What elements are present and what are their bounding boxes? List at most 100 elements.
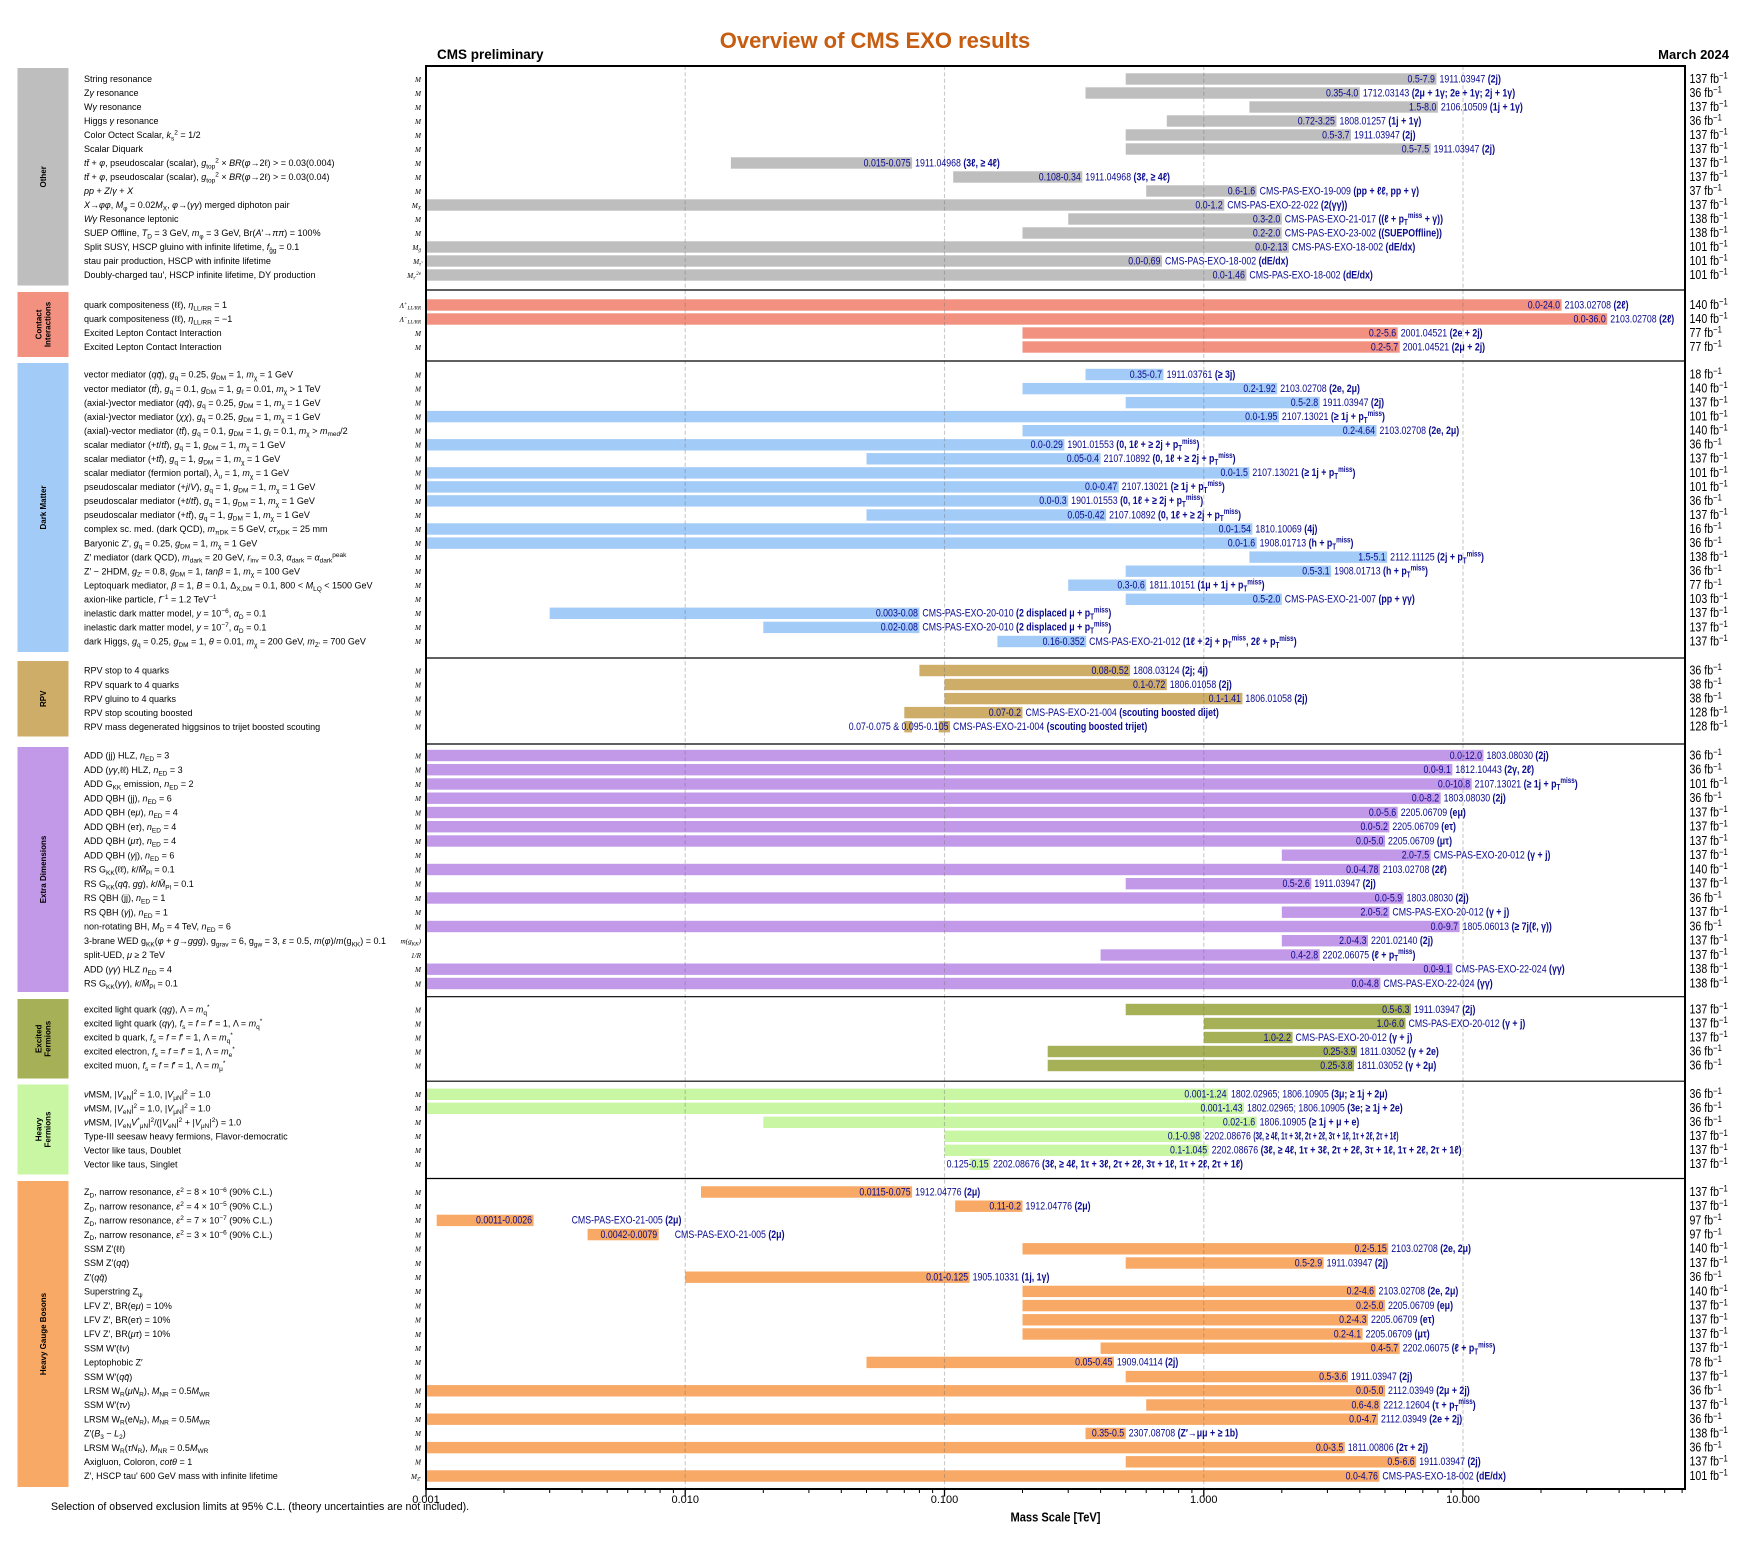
svg-text:ADD GKK emission, nED = 2: ADD GKK emission, nED = 2 <box>84 779 194 791</box>
svg-text:2112.03949 (2e + 2j): 2112.03949 (2e + 2j) <box>1381 1414 1462 1426</box>
svg-text:νMSM, |VeNV*μN|2/(|VeN|2 + |Vμ: νMSM, |VeNV*μN|2/(|VeN|2 + |VμN|2) = 1.0 <box>84 1117 241 1130</box>
svg-text:MZ′: MZ′ <box>410 1473 422 1483</box>
svg-text:Heavy Gauge Bosons: Heavy Gauge Bosons <box>39 1292 48 1375</box>
svg-text:ADD (γγ) HLZ nED = 4: ADD (γγ) HLZ nED = 4 <box>84 965 172 977</box>
svg-text:M: M <box>414 1388 422 1396</box>
svg-text:CMS-PAS-EXO-18-002 (dE/dx): CMS-PAS-EXO-18-002 (dE/dx) <box>1165 255 1288 267</box>
svg-text:101 fb−1: 101 fb−1 <box>1690 252 1729 268</box>
svg-text:SUEP Offline, TD = 3 GeV, mφ =: SUEP Offline, TD = 3 GeV, mφ = 3 GeV, Br… <box>84 228 321 240</box>
svg-text:M: M <box>414 1105 422 1113</box>
svg-text:CMS-PAS-EXO-21-004 (scouting b: CMS-PAS-EXO-21-004 (scouting boosted dij… <box>1026 707 1219 719</box>
svg-text:1811.00806 (2τ + 2j): 1811.00806 (2τ + 2j) <box>1348 1442 1428 1454</box>
svg-text:138 fb−1: 138 fb−1 <box>1690 1424 1729 1440</box>
svg-text:Axigluon, Coloron, cotθ = 1: Axigluon, Coloron, cotθ = 1 <box>84 1457 192 1467</box>
svg-text:CMS-PAS-EXO-20-010 (2 displace: CMS-PAS-EXO-20-010 (2 displaced μ + pTmi… <box>922 620 1111 636</box>
svg-text:M: M <box>414 980 422 988</box>
svg-text:140 fb−1: 140 fb−1 <box>1690 861 1729 877</box>
svg-text:scalar mediator (fermion porta: scalar mediator (fermion portal), λu = 1… <box>84 468 289 480</box>
svg-text:2.0-4.3: 2.0-4.3 <box>1339 935 1367 947</box>
svg-text:1912.04776 (2μ): 1912.04776 (2μ) <box>915 1186 980 1198</box>
svg-text:2205.06709 (μτ): 2205.06709 (μτ) <box>1366 1328 1430 1340</box>
svg-text:excited b quark, fs = f = f′ =: excited b quark, fs = f = f′ = 1, Λ = mq… <box>84 1032 233 1045</box>
svg-text:M: M <box>414 413 422 421</box>
svg-text:M: M <box>414 709 422 717</box>
svg-text:Color Octect Scalar, ks2 = 1/2: Color Octect Scalar, ks2 = 1/2 <box>84 130 201 143</box>
svg-text:101 fb−1: 101 fb−1 <box>1690 1467 1729 1483</box>
svg-text:0.5-6.3: 0.5-6.3 <box>1382 1004 1410 1016</box>
svg-text:1911.03947 (2j): 1911.03947 (2j) <box>1354 129 1415 141</box>
svg-text:0.5-2.9: 0.5-2.9 <box>1295 1257 1323 1269</box>
svg-text:ZD, narrow resonance, ε2 = 7 ×: ZD, narrow resonance, ε2 = 7 × 10−7 (90%… <box>84 1215 272 1228</box>
svg-text:RPV stop to 4 quarks: RPV stop to 4 quarks <box>84 666 170 676</box>
svg-text:LFV Z′, BR(eτ) = 10%: LFV Z′, BR(eτ) = 10% <box>84 1315 170 1325</box>
svg-text:1911.03947 (2j): 1911.03947 (2j) <box>1434 143 1495 155</box>
svg-text:0.0-1.2: 0.0-1.2 <box>1195 199 1223 211</box>
svg-text:1803.08030 (2j): 1803.08030 (2j) <box>1487 750 1549 762</box>
svg-text:2205.06709 (eτ): 2205.06709 (eτ) <box>1371 1314 1435 1326</box>
svg-text:137 fb−1: 137 fb−1 <box>1690 1197 1729 1213</box>
svg-text:M: M <box>414 526 422 534</box>
svg-text:1911.03947 (2j): 1911.03947 (2j) <box>1439 73 1500 85</box>
svg-text:M: M <box>414 428 422 436</box>
svg-text:LRSM WR(τNR), MNR = 0.5MWR: LRSM WR(τNR), MNR = 0.5MWR <box>84 1443 209 1455</box>
svg-text:0.100: 0.100 <box>931 1494 959 1506</box>
svg-text:1911.03947 (2j): 1911.03947 (2j) <box>1323 397 1384 409</box>
svg-text:2112.03949 (2μ + 2j): 2112.03949 (2μ + 2j) <box>1388 1385 1470 1397</box>
svg-text:M: M <box>414 1091 422 1099</box>
svg-text:CMS-PAS-EXO-20-012 (γ + j): CMS-PAS-EXO-20-012 (γ + j) <box>1408 1018 1525 1030</box>
svg-text:1806.01058 (2j): 1806.01058 (2j) <box>1245 693 1307 705</box>
svg-text:128 fb−1: 128 fb−1 <box>1690 704 1729 720</box>
svg-text:0.25-3.9: 0.25-3.9 <box>1323 1046 1356 1058</box>
svg-text:M: M <box>414 809 422 817</box>
svg-text:0.2-5.15: 0.2-5.15 <box>1355 1243 1388 1255</box>
svg-text:Interactions: Interactions <box>44 301 53 347</box>
svg-text:1808.01257 (1j + 1γ): 1808.01257 (1j + 1γ) <box>1339 115 1421 127</box>
svg-text:M: M <box>414 1288 422 1296</box>
svg-text:March 2024: March 2024 <box>1658 47 1730 62</box>
svg-text:138 fb−1: 138 fb−1 <box>1690 548 1729 564</box>
svg-text:M: M <box>414 895 422 903</box>
svg-text:0.3-0.6: 0.3-0.6 <box>1117 580 1145 592</box>
svg-text:101 fb−1: 101 fb−1 <box>1690 478 1729 494</box>
svg-text:0.05-0.45: 0.05-0.45 <box>1075 1357 1113 1369</box>
svg-text:0.0011-0.0026: 0.0011-0.0026 <box>476 1215 532 1227</box>
svg-text:M: M <box>414 1359 422 1367</box>
svg-text:137 fb−1: 137 fb−1 <box>1690 1297 1729 1313</box>
svg-text:138 fb−1: 138 fb−1 <box>1690 224 1729 240</box>
svg-text:Mg̃: Mg̃ <box>411 244 422 254</box>
svg-text:axion-like particle, f−1 = 1.2: axion-like particle, f−1 = 1.2 TeV−1 <box>84 594 217 604</box>
svg-text:(axial-)vector mediator (χχ),: (axial-)vector mediator (χχ), gq = 0.25,… <box>84 412 320 424</box>
svg-text:M: M <box>414 1020 422 1028</box>
svg-text:0.0-9.1: 0.0-9.1 <box>1423 764 1451 776</box>
svg-text:M: M <box>414 456 422 464</box>
svg-text:137 fb−1: 137 fb−1 <box>1690 1141 1729 1157</box>
svg-text:0.05-0.42: 0.05-0.42 <box>1067 509 1105 521</box>
svg-text:2202.06075 (ℓ + pTmiss): 2202.06075 (ℓ + pTmiss) <box>1403 1341 1496 1357</box>
svg-text:0.0-0.69: 0.0-0.69 <box>1128 255 1161 267</box>
svg-text:2205.06709 (eμ): 2205.06709 (eμ) <box>1388 1300 1453 1312</box>
svg-text:0.2-4.64: 0.2-4.64 <box>1343 425 1376 437</box>
svg-text:3-brane WED gKK(φ + g→ggg), gg: 3-brane WED gKK(φ + g→ggg), ggrav = 6, g… <box>84 936 386 948</box>
svg-text:0.0-5.6: 0.0-5.6 <box>1369 807 1397 819</box>
svg-text:Mass Scale [TeV]: Mass Scale [TeV] <box>1010 1510 1100 1525</box>
svg-text:1911.03761 (≥ 3j): 1911.03761 (≥ 3j) <box>1167 369 1236 381</box>
svg-text:0.0-8.2: 0.0-8.2 <box>1412 793 1440 805</box>
svg-text:0.0-4.78: 0.0-4.78 <box>1346 864 1379 876</box>
svg-text:137 fb−1: 137 fb−1 <box>1690 168 1729 184</box>
svg-text:CMS-PAS-EXO-21-012 (1ℓ + 2j +: CMS-PAS-EXO-21-012 (1ℓ + 2j + pTmiss, 2ℓ… <box>1089 634 1296 650</box>
svg-text:Leptoquark mediator, β = 1, B: Leptoquark mediator, β = 1, B = 0.1, ΔX,… <box>84 581 373 593</box>
svg-text:137 fb−1: 137 fb−1 <box>1690 946 1729 962</box>
svg-text:M: M <box>414 881 422 889</box>
svg-text:0.003-0.08: 0.003-0.08 <box>876 608 918 620</box>
svg-text:inelastic dark matter model, y: inelastic dark matter model, y = 10−7, α… <box>84 622 266 635</box>
svg-text:1901.01553 (0, 1ℓ + ≥ 2j + pTm: 1901.01553 (0, 1ℓ + ≥ 2j + pTmiss) <box>1071 493 1203 509</box>
svg-text:0.0-1.54: 0.0-1.54 <box>1219 523 1252 535</box>
svg-text:MX: MX <box>411 202 422 212</box>
svg-text:140 fb−1: 140 fb−1 <box>1690 296 1729 312</box>
svg-text:137 fb−1: 137 fb−1 <box>1690 1015 1729 1031</box>
svg-text:RS QBH (jj), nED = 1: RS QBH (jj), nED = 1 <box>84 893 165 905</box>
svg-text:LRSM WR(μNR), MNR = 0.5MWR: LRSM WR(μNR), MNR = 0.5MWR <box>84 1386 210 1398</box>
svg-text:0.25-3.8: 0.25-3.8 <box>1320 1060 1353 1072</box>
svg-text:M: M <box>414 484 422 492</box>
svg-text:0.0-12.0: 0.0-12.0 <box>1450 750 1483 762</box>
